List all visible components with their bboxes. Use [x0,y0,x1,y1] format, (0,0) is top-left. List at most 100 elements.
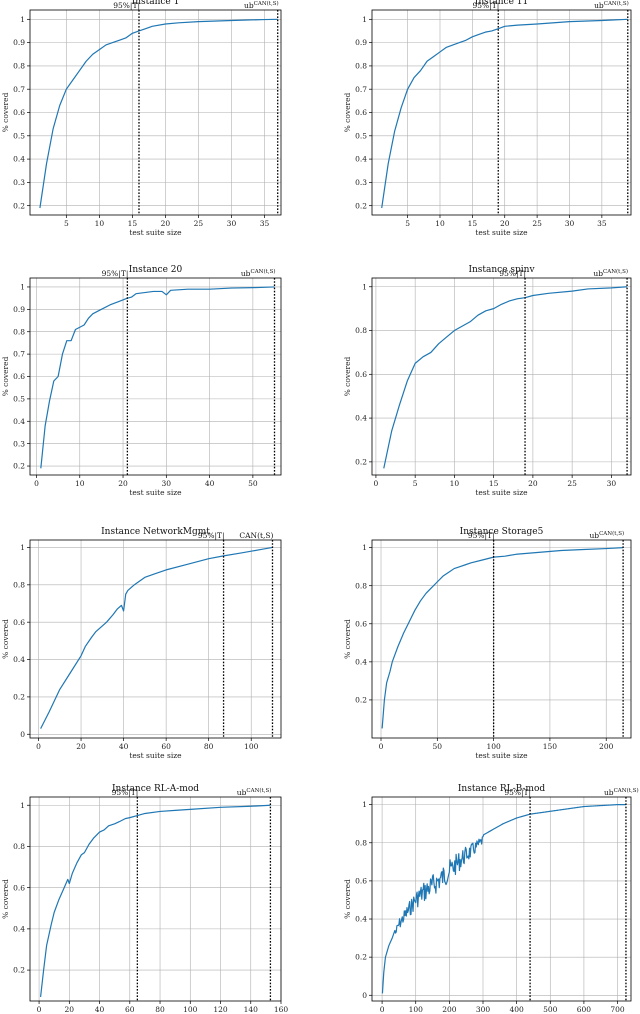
y-tick-label: 1 [20,543,25,552]
chart-title: Instance Storage5 [460,527,544,537]
chart-panel-6: 0 50 100 150 200 0.2 0.4 0.6 0.8 1 95%|T| ubCAN(t,S… [343,527,632,760]
y-tick-label: 0.6 [355,876,367,885]
x-tick-label: 20 [76,742,86,751]
y-tick-label: 1 [20,801,25,810]
y-tick-label: 0.2 [13,201,25,210]
y-tick-label: 0.2 [355,201,367,210]
x-tick-label: 40 [119,742,129,751]
y-tick-label: 0.9 [13,38,25,47]
y-tick-label: 0.8 [355,62,367,71]
annotation-label: 95%|T| [504,788,531,797]
x-tick-label: 40 [205,479,215,488]
x-tick-label: 100 [244,742,259,751]
x-tick-label: 60 [125,1005,135,1014]
y-tick-label: 0.2 [13,693,25,702]
x-tick-label: 30 [227,219,237,228]
y-tick-label: 0.4 [355,414,367,423]
x-tick-label: 600 [577,1005,592,1014]
y-axis-label: % covered [1,879,10,919]
x-tick-label: 30 [565,219,575,228]
x-tick-label: 50 [433,742,443,751]
plot-frame [371,277,632,476]
y-tick-label: 0.2 [355,696,367,705]
y-tick-label: 1 [20,15,25,24]
annotation-label: ubCAN(t,S) [589,530,624,540]
x-tick-label: 80 [155,1005,165,1014]
x-tick-label: 0 [379,742,384,751]
x-axis-label: test suite size [129,488,182,497]
chart-title: Instance 1 [132,0,180,7]
x-tick-label: 100 [409,1005,424,1014]
x-tick-label: 10 [450,479,460,488]
x-tick-label: 10 [95,219,105,228]
x-tick-label: 40 [95,1005,105,1014]
y-tick-label: 1 [20,283,25,292]
y-tick-label: 0.3 [13,178,25,187]
x-tick-label: 120 [213,1005,228,1014]
x-tick-label: 5 [413,479,418,488]
y-axis-label: % covered [1,619,10,659]
x-tick-label: 25 [567,479,577,488]
chart-panel-7: 0 20 40 60 80 100 120 140 160 0.2 0.4 0.6 0.8 1 95%|T|… [1,784,288,1014]
x-axis-label: test suite size [475,488,528,497]
x-tick-label: 0 [374,479,379,488]
y-tick-label: 0.2 [13,966,25,975]
x-tick-label: 160 [274,1005,289,1014]
coverage-series-line [40,286,275,469]
y-tick-label: 0.7 [13,85,25,94]
y-tick-label: 0.5 [13,131,25,140]
y-tick-label: 0.4 [355,915,367,924]
y-tick-label: 0.8 [355,838,367,847]
y-tick-label: 0.8 [13,62,25,71]
x-tick-label: 20 [528,479,538,488]
y-tick-label: 0.4 [355,155,367,164]
x-tick-label: 50 [248,479,258,488]
chart-panel-4: 0 5 10 15 20 25 30 0.2 0.4 0.6 0.8 1 95%|T| ubCAN(t,S… [343,265,632,497]
y-tick-label: 0.4 [355,657,367,666]
annotation-label: ubCAN(t,S) [241,268,276,278]
y-tick-label: 0.8 [13,327,25,336]
x-axis-label: test suite size [475,228,528,237]
chart-panel-8: 0 100 200 300 400 500 600 700 0 0.2 0.4 0.6 0.8 1 95%|… [343,784,639,1014]
x-tick-label: 400 [509,1005,524,1014]
y-tick-label: 0.4 [13,417,25,426]
y-tick-label: 0.5 [355,131,367,140]
x-tick-label: 5 [405,219,410,228]
coverage-series-line [40,546,273,729]
annotation-label: ubCAN(t,S) [237,787,272,797]
y-tick-label: 0.2 [13,462,25,471]
x-axis-label: test suite size [129,228,182,237]
y-tick-label: 0.4 [13,655,25,664]
annotation-label: 95%|T| [499,269,526,278]
y-tick-label: 0.7 [13,350,25,359]
x-tick-label: 5 [64,219,69,228]
y-tick-label: 0 [20,730,25,739]
y-tick-label: 0.7 [355,85,367,94]
coverage-series-line [383,286,628,469]
x-tick-label: 200 [442,1005,457,1014]
y-tick-label: 0.8 [13,580,25,589]
annotation-label: 95%|T| [473,1,500,10]
chart-panel-5: 0 20 40 60 80 100 0 0.2 0.4 0.6 0.8 1 95%|T| CAN(t,S)… [1,527,282,760]
x-tick-label: 100 [486,742,501,751]
x-tick-label: 35 [260,219,270,228]
plot-frame [371,796,632,1002]
x-tick-label: 15 [468,219,478,228]
chart-title: Instance 20 [129,265,183,275]
annotation-label: 95%|T| [468,531,495,540]
annotation-label: ubCAN(t,S) [594,0,629,10]
chart-panel-2: 5 10 15 20 25 30 35 0.2 0.3 0.4 0.5 0.6 0.7 0.8 0.9 1 95… [343,0,632,237]
y-tick-label: 0.6 [13,883,25,892]
x-tick-label: 140 [244,1005,259,1014]
x-tick-label: 15 [128,219,138,228]
y-tick-label: 0 [362,991,367,1000]
y-tick-label: 0.3 [355,178,367,187]
y-tick-label: 0.9 [355,38,367,47]
x-tick-label: 80 [204,742,214,751]
chart-title: Instance 11 [475,0,528,7]
chart-title: Instance NetworkMgmt [101,527,210,537]
coverage-series-line [381,547,624,729]
x-tick-label: 20 [500,219,510,228]
y-axis-label: % covered [1,92,10,132]
y-tick-label: 0.6 [13,372,25,381]
